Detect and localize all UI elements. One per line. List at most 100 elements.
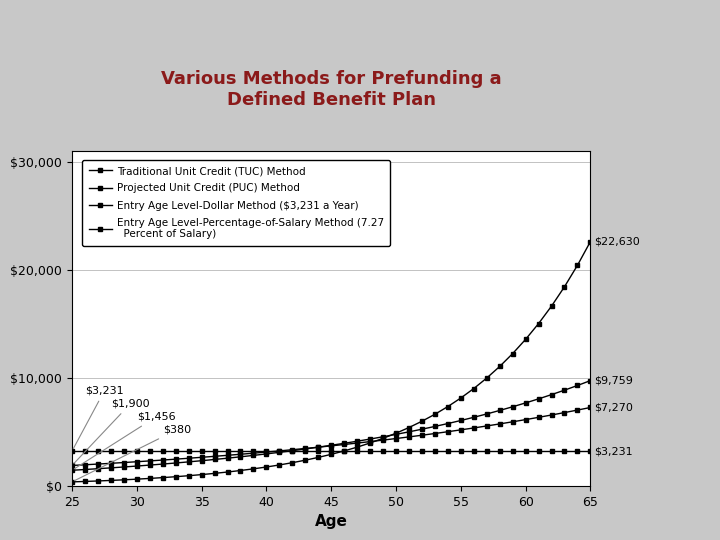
Text: $380: $380: [74, 425, 191, 481]
Entry Age Level-Percentage-of-Salary Method (7.27
  Percent of Salary): [249, 448, 258, 454]
Traditional Unit Credit (TUC) Method: [223, 469, 232, 475]
Traditional Unit Credit (TUC) Method: [495, 363, 504, 370]
Projected Unit Credit (PUC) Method: [210, 456, 219, 463]
Text: Various Methods for Prefunding a
Defined Benefit Plan: Various Methods for Prefunding a Defined…: [161, 70, 502, 109]
Entry Age Level-Percentage-of-Salary Method (7.27
  Percent of Salary): [547, 448, 556, 454]
Projected Unit Credit (PUC) Method: [301, 446, 310, 452]
Entry Age Level-Dollar Method ($3,231 a Year): [508, 418, 517, 425]
Traditional Unit Credit (TUC) Method: [340, 448, 348, 454]
Entry Age Level-Percentage-of-Salary Method (7.27
  Percent of Salary): [508, 448, 517, 454]
Projected Unit Credit (PUC) Method: [586, 377, 595, 384]
Entry Age Level-Dollar Method ($3,231 a Year): [366, 438, 374, 445]
Projected Unit Credit (PUC) Method: [495, 407, 504, 414]
Traditional Unit Credit (TUC) Method: [249, 465, 258, 472]
Traditional Unit Credit (TUC) Method: [456, 395, 465, 401]
Entry Age Level-Dollar Method ($3,231 a Year): [301, 445, 310, 451]
Projected Unit Credit (PUC) Method: [392, 431, 400, 437]
Entry Age Level-Percentage-of-Salary Method (7.27
  Percent of Salary): [288, 448, 297, 454]
Entry Age Level-Percentage-of-Salary Method (7.27
  Percent of Salary): [236, 448, 245, 454]
Traditional Unit Credit (TUC) Method: [327, 451, 336, 457]
Traditional Unit Credit (TUC) Method: [482, 375, 491, 381]
Projected Unit Credit (PUC) Method: [353, 438, 361, 444]
Projected Unit Credit (PUC) Method: [366, 436, 374, 442]
Traditional Unit Credit (TUC) Method: [288, 460, 297, 466]
Traditional Unit Credit (TUC) Method: [145, 475, 154, 482]
Traditional Unit Credit (TUC) Method: [120, 477, 128, 483]
Entry Age Level-Percentage-of-Salary Method (7.27
  Percent of Salary): [405, 448, 413, 454]
Traditional Unit Credit (TUC) Method: [301, 457, 310, 463]
Line: Entry Age Level-Dollar Method ($3,231 a Year): Entry Age Level-Dollar Method ($3,231 a …: [71, 406, 592, 467]
Entry Age Level-Dollar Method ($3,231 a Year): [132, 458, 141, 465]
Entry Age Level-Dollar Method ($3,231 a Year): [340, 441, 348, 448]
Entry Age Level-Dollar Method ($3,231 a Year): [353, 440, 361, 447]
Projected Unit Credit (PUC) Method: [379, 434, 387, 440]
Text: $3,231: $3,231: [73, 386, 124, 449]
Entry Age Level-Percentage-of-Salary Method (7.27
  Percent of Salary): [184, 448, 193, 454]
Traditional Unit Credit (TUC) Method: [392, 430, 400, 436]
Projected Unit Credit (PUC) Method: [197, 457, 206, 464]
Entry Age Level-Percentage-of-Salary Method (7.27
  Percent of Salary): [94, 448, 102, 454]
Projected Unit Credit (PUC) Method: [236, 454, 245, 460]
Projected Unit Credit (PUC) Method: [508, 403, 517, 410]
Traditional Unit Credit (TUC) Method: [81, 478, 89, 485]
Entry Age Level-Dollar Method ($3,231 a Year): [573, 407, 582, 413]
Entry Age Level-Dollar Method ($3,231 a Year): [379, 437, 387, 443]
Projected Unit Credit (PUC) Method: [573, 382, 582, 389]
Entry Age Level-Percentage-of-Salary Method (7.27
  Percent of Salary): [379, 448, 387, 454]
Traditional Unit Credit (TUC) Method: [379, 435, 387, 442]
Traditional Unit Credit (TUC) Method: [171, 474, 180, 480]
Traditional Unit Credit (TUC) Method: [366, 440, 374, 446]
Line: Projected Unit Credit (PUC) Method: Projected Unit Credit (PUC) Method: [71, 379, 592, 472]
Projected Unit Credit (PUC) Method: [482, 411, 491, 417]
Traditional Unit Credit (TUC) Method: [534, 320, 543, 327]
Entry Age Level-Dollar Method ($3,231 a Year): [81, 462, 89, 468]
Entry Age Level-Dollar Method ($3,231 a Year): [418, 432, 426, 438]
Entry Age Level-Percentage-of-Salary Method (7.27
  Percent of Salary): [262, 448, 271, 454]
Entry Age Level-Percentage-of-Salary Method (7.27
  Percent of Salary): [158, 448, 167, 454]
Traditional Unit Credit (TUC) Method: [314, 454, 323, 461]
Entry Age Level-Dollar Method ($3,231 a Year): [107, 460, 115, 467]
Traditional Unit Credit (TUC) Method: [158, 474, 167, 481]
Traditional Unit Credit (TUC) Method: [469, 386, 478, 392]
Entry Age Level-Percentage-of-Salary Method (7.27
  Percent of Salary): [340, 448, 348, 454]
Entry Age Level-Dollar Method ($3,231 a Year): [171, 456, 180, 462]
Traditional Unit Credit (TUC) Method: [107, 477, 115, 484]
Projected Unit Credit (PUC) Method: [249, 452, 258, 458]
Entry Age Level-Dollar Method ($3,231 a Year): [197, 454, 206, 461]
Entry Age Level-Percentage-of-Salary Method (7.27
  Percent of Salary): [366, 448, 374, 454]
Line: Entry Age Level-Percentage-of-Salary Method (7.27
  Percent of Salary): Entry Age Level-Percentage-of-Salary Met…: [71, 449, 592, 453]
Traditional Unit Credit (TUC) Method: [547, 303, 556, 309]
Traditional Unit Credit (TUC) Method: [586, 238, 595, 245]
Legend: Traditional Unit Credit (TUC) Method, Projected Unit Credit (PUC) Method, Entry : Traditional Unit Credit (TUC) Method, Pr…: [82, 160, 390, 246]
Projected Unit Credit (PUC) Method: [534, 396, 543, 402]
X-axis label: Age: Age: [315, 514, 348, 529]
Entry Age Level-Dollar Method ($3,231 a Year): [431, 430, 439, 437]
Projected Unit Credit (PUC) Method: [94, 465, 102, 472]
Entry Age Level-Dollar Method ($3,231 a Year): [547, 412, 556, 418]
Traditional Unit Credit (TUC) Method: [560, 284, 569, 290]
Projected Unit Credit (PUC) Method: [418, 426, 426, 433]
Entry Age Level-Dollar Method ($3,231 a Year): [495, 421, 504, 427]
Entry Age Level-Percentage-of-Salary Method (7.27
  Percent of Salary): [495, 448, 504, 454]
Entry Age Level-Dollar Method ($3,231 a Year): [327, 443, 336, 449]
Projected Unit Credit (PUC) Method: [469, 414, 478, 421]
Projected Unit Credit (PUC) Method: [560, 387, 569, 394]
Entry Age Level-Dollar Method ($3,231 a Year): [94, 461, 102, 467]
Projected Unit Credit (PUC) Method: [547, 392, 556, 398]
Entry Age Level-Dollar Method ($3,231 a Year): [249, 450, 258, 456]
Text: $7,270: $7,270: [594, 402, 633, 413]
Entry Age Level-Dollar Method ($3,231 a Year): [560, 409, 569, 416]
Entry Age Level-Percentage-of-Salary Method (7.27
  Percent of Salary): [534, 448, 543, 454]
Projected Unit Credit (PUC) Method: [431, 423, 439, 430]
Text: $9,759: $9,759: [594, 376, 633, 386]
Entry Age Level-Percentage-of-Salary Method (7.27
  Percent of Salary): [314, 448, 323, 454]
Traditional Unit Credit (TUC) Method: [405, 424, 413, 431]
Entry Age Level-Percentage-of-Salary Method (7.27
  Percent of Salary): [444, 448, 452, 454]
Text: $1,900: $1,900: [74, 399, 150, 463]
Text: $3,231: $3,231: [594, 446, 633, 456]
Traditional Unit Credit (TUC) Method: [94, 478, 102, 484]
Projected Unit Credit (PUC) Method: [120, 464, 128, 470]
Entry Age Level-Percentage-of-Salary Method (7.27
  Percent of Salary): [197, 448, 206, 454]
Entry Age Level-Dollar Method ($3,231 a Year): [392, 435, 400, 442]
Projected Unit Credit (PUC) Method: [262, 451, 271, 457]
